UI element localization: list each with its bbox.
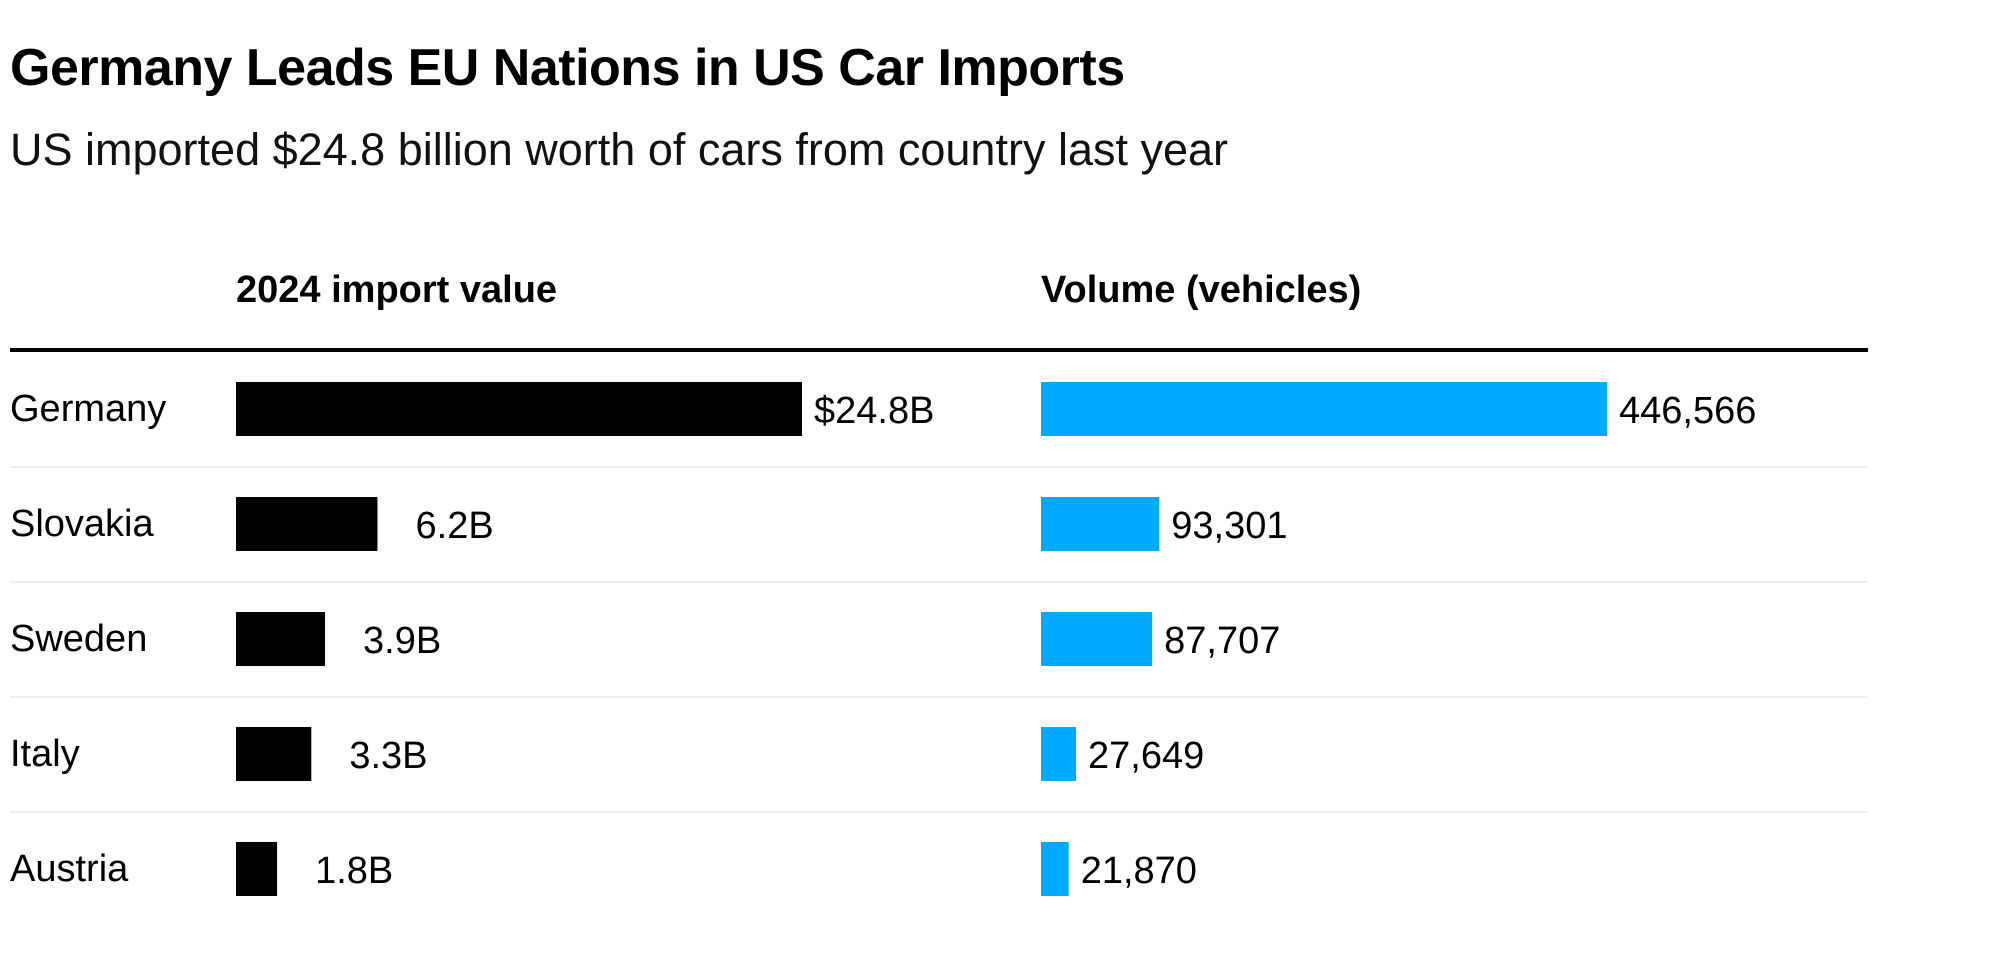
chart-rows: Germany $24.8B 446,566 Slovakia 6.2B 93,301 Sw… [10, 382, 1868, 896]
volume-bar [1041, 612, 1153, 666]
volume-label: 87,707 [1164, 620, 1280, 662]
value-column-header: 2024 import value [236, 269, 557, 311]
volume-label: 21,870 [1081, 850, 1197, 892]
value-label: 3.3B [349, 735, 427, 777]
volume-label: 93,301 [1171, 505, 1287, 547]
value-bar [236, 842, 278, 896]
category-label: Slovakia [10, 503, 154, 545]
volume-label: 27,649 [1088, 735, 1204, 777]
value-label: 1.8B [315, 850, 393, 892]
category-label: Austria [10, 848, 129, 890]
chart-subtitle: US imported $24.8 billion worth of cars … [10, 124, 1229, 175]
value-bar [236, 382, 802, 436]
volume-bar [1041, 497, 1160, 551]
volume-bar [1041, 842, 1069, 896]
category-label: Sweden [10, 618, 147, 660]
value-label: 6.2B [416, 505, 494, 547]
value-bar [236, 612, 326, 666]
value-bar [236, 727, 312, 781]
volume-label: 446,566 [1619, 390, 1756, 432]
value-bar [236, 497, 378, 551]
category-label: Italy [10, 733, 80, 775]
volume-bar [1041, 382, 1607, 436]
volume-column-header: Volume (vehicles) [1041, 269, 1361, 311]
volume-bar [1041, 727, 1077, 781]
value-label: 3.9B [363, 620, 441, 662]
chart-title: Germany Leads EU Nations in US Car Impor… [10, 39, 1125, 97]
category-label: Germany [10, 388, 166, 430]
value-label: $24.8B [814, 390, 934, 432]
